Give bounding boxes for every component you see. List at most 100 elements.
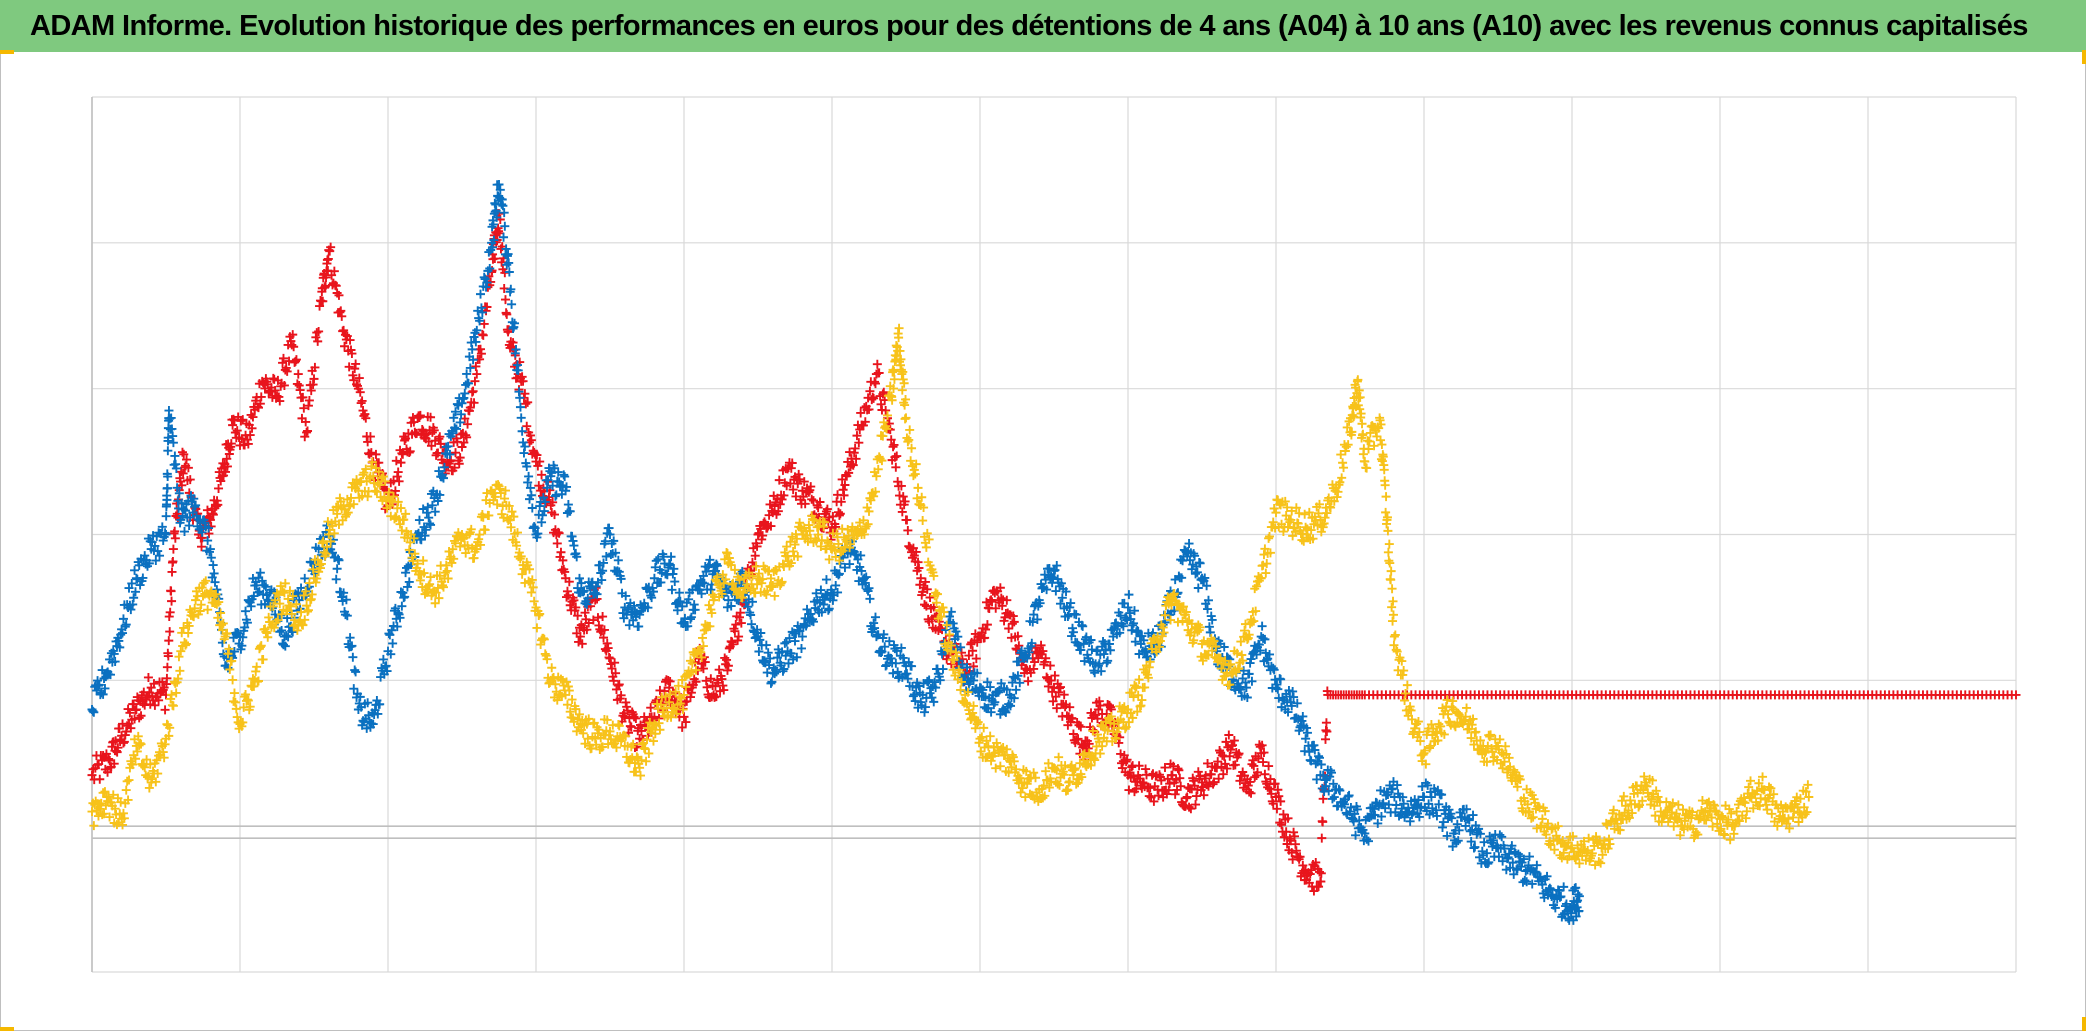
data-point [397,525,407,535]
data-point [1488,835,1498,845]
data-point [556,547,566,557]
data-point [648,587,658,597]
data-point [1249,616,1259,626]
data-point [591,581,601,591]
data-point [516,413,526,423]
data-point [280,578,290,588]
data-point [1236,637,1246,647]
data-point [690,605,700,615]
data-point [1495,734,1505,744]
data-point [661,691,670,701]
data-point [986,707,996,717]
data-point [962,699,972,709]
data-point [600,536,610,546]
data-point [206,553,216,563]
data-point [1406,705,1416,715]
data-point [523,560,533,570]
data-point [917,492,927,502]
data-point [609,676,619,686]
data-point [1414,812,1424,822]
data-point [405,446,415,456]
data-point [1124,785,1134,795]
data-point [1290,831,1299,841]
data-point [1341,442,1351,452]
data-point [683,621,693,631]
data-point [165,627,175,637]
data-point [508,338,518,348]
data-point [1370,810,1380,820]
data-point [1299,536,1309,546]
data-point [1321,781,1331,791]
data-point [625,755,635,765]
data-point [168,701,178,711]
data-point [532,450,542,460]
data-point [554,528,564,538]
data-point [1382,512,1392,522]
data-point [1432,811,1442,821]
data-point [1495,830,1505,840]
data-point [243,695,253,705]
data-point [1182,792,1192,802]
data-point [1467,825,1477,835]
data-point [373,478,383,488]
data-point [1466,733,1476,743]
data-point [1006,762,1016,772]
data-point [104,792,114,802]
data-point [468,355,478,365]
data-point [1557,853,1567,863]
data-point [357,396,367,406]
data-point [1381,507,1391,517]
data-point [1523,799,1533,809]
data-point [800,499,810,509]
data-point [1558,835,1568,845]
data-point [856,550,866,560]
data-point [1184,539,1194,549]
data-point [131,705,141,714]
data-point [1004,699,1014,709]
data-point [404,577,414,587]
data-point [179,449,189,459]
data-point [982,677,992,687]
data-point [1065,776,1075,786]
data-point [972,668,982,678]
data-point [846,539,855,549]
data-point [1390,630,1400,640]
data-point [443,574,453,584]
data-point [648,736,658,746]
data-point [665,676,675,686]
data-point [836,547,846,557]
data-point [1413,717,1423,727]
data-point [1356,409,1366,419]
data-point [1466,837,1476,847]
data-point [738,588,748,598]
data-point [488,219,498,229]
data-point [1096,666,1106,676]
data-point [224,644,234,654]
data-point [1487,747,1497,757]
data-point [805,526,815,536]
data-point [873,464,883,474]
data-point [952,651,962,661]
data-point [1310,745,1320,755]
data-point [127,578,137,588]
data-point [1137,631,1147,641]
data-point [520,389,530,399]
data-point [1261,568,1271,578]
data-point [1167,770,1177,780]
data-point [375,699,385,709]
data-point [166,586,176,596]
data-point [636,726,646,736]
data-point [813,530,823,540]
data-point [1320,513,1330,523]
data-point [210,577,220,587]
data-point [563,590,573,600]
data-point [747,571,757,581]
data-point [539,634,549,644]
data-point [176,515,186,525]
data-point [143,672,153,682]
data-point [475,530,485,540]
data-point [616,574,626,584]
data-point [1259,748,1269,758]
data-point [513,528,522,538]
data-point [920,702,930,712]
